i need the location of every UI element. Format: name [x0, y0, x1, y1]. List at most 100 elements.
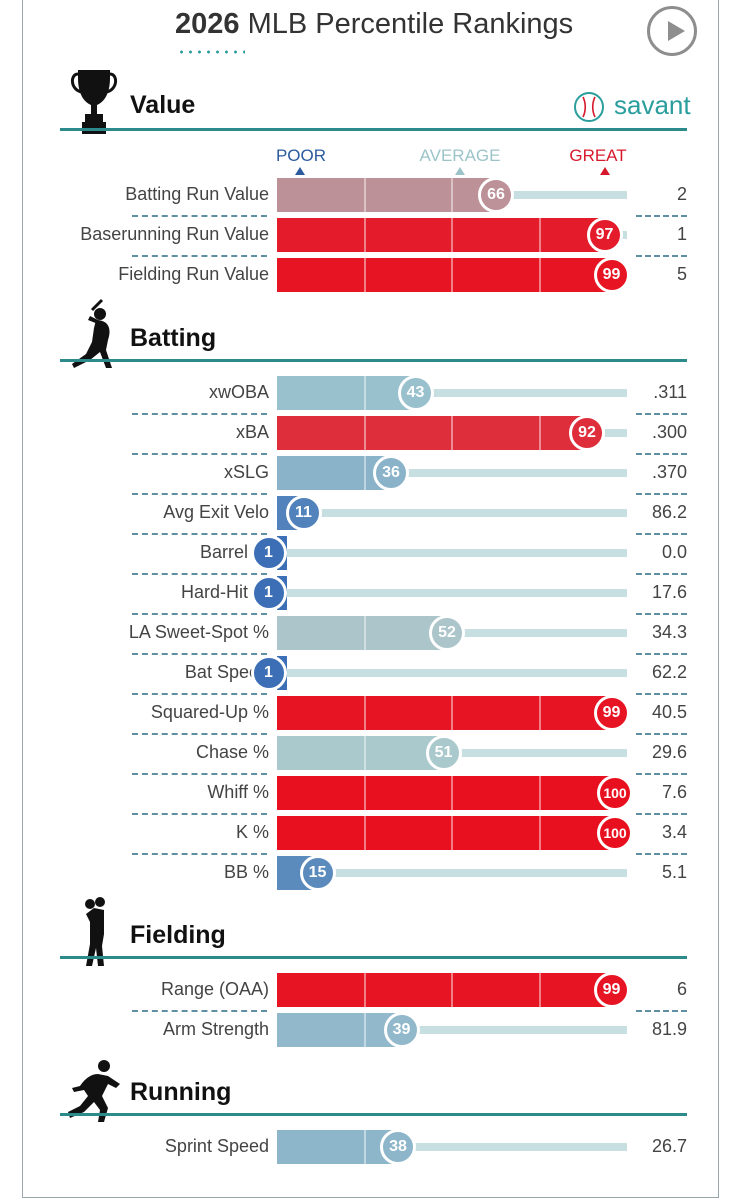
batter-icon: [72, 298, 112, 368]
row-divider-right: [636, 453, 687, 455]
percentile-gridline: [451, 816, 453, 850]
percentile-bar: [277, 456, 391, 490]
percentile-circle: 52: [429, 615, 465, 651]
baseball-icon: [574, 92, 604, 122]
percentile-circle: 39: [383, 1012, 420, 1048]
row-divider-right: [636, 493, 687, 495]
percentile-gridline: [363, 696, 366, 730]
section-title-batting: Batting: [130, 324, 217, 352]
percentile-bar: [277, 616, 447, 650]
row-divider-right: [636, 255, 687, 257]
percentile-bar: [277, 776, 615, 810]
percentile-circle: 38: [380, 1129, 416, 1165]
percentile-gridline: [363, 973, 366, 1007]
metric-label: Hard-Hit %: [180, 582, 269, 602]
metric-label: LA Sweet-Spot %: [128, 622, 269, 642]
metric-label: Fielding Run Value: [118, 264, 269, 284]
metric-label: xSLG: [223, 462, 269, 482]
percentile-gridline: [363, 736, 366, 770]
metric-label: Arm Strength: [162, 1019, 269, 1039]
page-title: 2026 MLB Percentile Rankings: [175, 8, 573, 41]
runner-icon: [68, 1060, 120, 1122]
row-divider-left: [132, 533, 267, 535]
row-divider-right: [636, 413, 687, 415]
fielder-icon: [85, 897, 105, 966]
trophy-icon: [71, 70, 117, 134]
metric-value: 2: [676, 184, 687, 204]
percentile-gridline: [538, 816, 541, 850]
row-divider-right: [636, 215, 687, 217]
percentile-bar: [277, 416, 587, 450]
row-divider-left: [132, 613, 267, 615]
percentile-gridline: [363, 456, 366, 490]
row-divider-left: [132, 653, 267, 655]
metric-value: 62.2: [651, 662, 687, 682]
metric-value: .300: [651, 422, 687, 442]
percentile-gridline: [363, 616, 366, 650]
play-button[interactable]: [647, 6, 697, 56]
percentile-circle: 15: [299, 855, 336, 891]
percentile-track: [277, 1143, 627, 1151]
percentile-circle: 1: [250, 655, 287, 691]
section-title-fielding: Fielding: [130, 921, 226, 949]
percentile-circle: 100: [597, 775, 633, 811]
metric-value: 1: [676, 224, 687, 244]
percentile-circle: 66: [478, 177, 514, 213]
percentile-circle: 51: [425, 735, 462, 771]
metric-label: xwOBA: [208, 382, 269, 402]
row-divider-left: [132, 1010, 267, 1012]
row-divider-right: [636, 613, 687, 615]
metric-label: Chase %: [195, 742, 269, 762]
metric-value: 29.6: [651, 742, 687, 762]
metric-value: 0.0: [661, 542, 687, 562]
metric-label: Range (OAA): [160, 979, 269, 999]
percentile-bar: [277, 1013, 402, 1047]
row-divider-left: [132, 453, 267, 455]
row-divider-left: [132, 813, 267, 815]
percentile-circle: 36: [373, 455, 409, 491]
metric-value: 26.7: [651, 1136, 687, 1156]
percentile-track: [277, 589, 627, 597]
percentile-track: [277, 1026, 627, 1034]
title-year: 2026: [175, 8, 240, 40]
percentile-circle: 1: [250, 535, 287, 571]
scale-poor-label: POOR: [275, 146, 327, 165]
metric-label: BB %: [223, 862, 269, 882]
section-rule-running: [60, 1113, 687, 1116]
percentile-circle: 97: [586, 217, 623, 253]
percentile-gridline: [538, 416, 541, 450]
metric-value: 7.6: [661, 782, 687, 802]
row-divider-left: [132, 255, 267, 257]
percentile-gridline: [451, 178, 453, 212]
percentile-gridline: [363, 218, 366, 252]
percentile-bar: [277, 258, 612, 292]
percentile-circle: 99: [593, 972, 630, 1008]
percentile-gridline: [538, 218, 541, 252]
row-divider-left: [132, 733, 267, 735]
row-divider-right: [636, 813, 687, 815]
percentile-gridline: [538, 258, 541, 292]
row-divider-right: [636, 773, 687, 775]
row-divider-left: [132, 853, 267, 855]
metric-value: 86.2: [651, 502, 687, 522]
row-divider-left: [132, 493, 267, 495]
percentile-gridline: [451, 416, 453, 450]
percentile-gridline: [363, 178, 366, 212]
scale-average-label: AVERAGE: [419, 146, 501, 165]
metric-value: 34.3: [651, 622, 687, 642]
percentile-circle: 92: [569, 415, 605, 451]
metric-label: xBA: [235, 422, 269, 442]
metric-label: Sprint Speed: [164, 1136, 269, 1156]
percentile-circle: 100: [597, 815, 633, 851]
percentile-gridline: [451, 776, 453, 810]
percentile-bar: [277, 376, 416, 410]
card-frame: [22, 0, 719, 1198]
metric-value: .370: [651, 462, 687, 482]
percentile-circle: 99: [593, 257, 630, 293]
percentile-track: [277, 549, 627, 557]
metric-label: Squared-Up %: [150, 702, 269, 722]
scale-great-marker: [600, 167, 610, 175]
percentile-bar: [277, 736, 444, 770]
metric-label: Whiff %: [207, 782, 269, 802]
percentile-circle: 1: [250, 575, 287, 611]
